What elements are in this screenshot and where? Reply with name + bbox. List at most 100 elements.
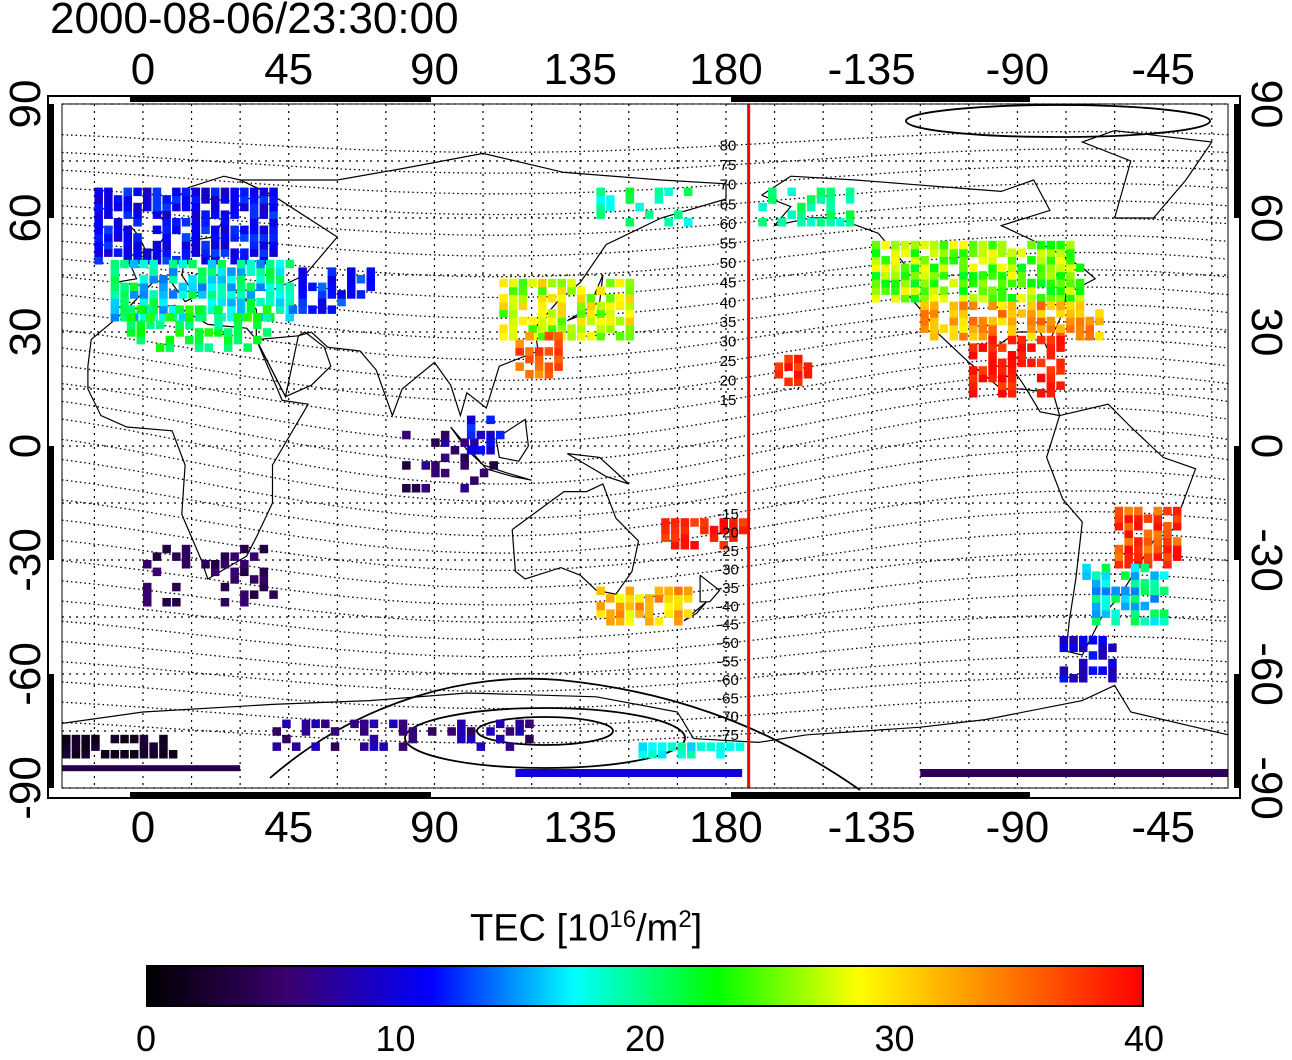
- tec-cell: [586, 309, 596, 318]
- tec-cell: [181, 218, 191, 227]
- tec-cell: [797, 210, 806, 219]
- tec-cell: [959, 256, 968, 265]
- tec-cell: [891, 256, 900, 265]
- tec-cell: [211, 560, 220, 569]
- tec-cell: [486, 415, 495, 425]
- tec-cell: [518, 286, 528, 295]
- tec-cell: [625, 218, 635, 227]
- mlat-label: 55: [720, 235, 737, 252]
- tec-cell: [881, 278, 890, 288]
- tec-cell: [94, 218, 103, 227]
- tec-cell: [978, 366, 988, 375]
- tec-cell: [94, 225, 103, 235]
- tec-cell: [518, 316, 528, 326]
- tec-cell: [259, 575, 269, 584]
- tec-cell: [648, 750, 657, 759]
- tec-cell: [1046, 248, 1056, 257]
- tec-cell: [249, 552, 259, 561]
- tec-cell: [330, 742, 340, 751]
- tec-cell: [1134, 544, 1143, 554]
- tec-cell: [658, 750, 667, 759]
- tec-cell: [920, 324, 929, 333]
- tec-cell: [1172, 537, 1182, 546]
- tec-cell: [1046, 271, 1056, 280]
- tec-cell: [625, 294, 635, 303]
- tec-cell: [1153, 529, 1162, 539]
- tec-cell: [220, 552, 230, 561]
- tec-cell: [667, 742, 677, 751]
- tec-cell: [246, 290, 256, 299]
- tec-cell: [236, 305, 246, 314]
- tec-cell: [152, 202, 162, 212]
- tec-cell: [311, 742, 320, 751]
- tec-cell: [1075, 332, 1085, 341]
- tec-cell: [654, 586, 664, 596]
- tec-cell: [690, 518, 699, 527]
- tec-cell: [1143, 537, 1153, 546]
- tec-cell: [113, 233, 123, 242]
- tec-cell: [275, 267, 285, 276]
- tec-cell: [680, 533, 690, 542]
- tec-cell: [1017, 278, 1026, 288]
- tec-cell: [1134, 514, 1143, 523]
- mlat-label: 75: [720, 157, 737, 174]
- mlat-contour: [61, 448, 1229, 520]
- tec-cell: [615, 278, 625, 288]
- tec-cell: [1160, 609, 1169, 618]
- tec-cell: [1046, 373, 1056, 383]
- tec-cell: [554, 362, 563, 371]
- tec-cell: [149, 750, 158, 759]
- tec-cell: [968, 240, 978, 250]
- tec-cell: [670, 533, 680, 542]
- tec-cell: [1036, 316, 1046, 326]
- tec-cell: [130, 259, 139, 269]
- tec-cell: [1007, 335, 1017, 345]
- tec-cell: [256, 275, 265, 284]
- tec-cell: [959, 248, 968, 257]
- right-lat-label: -90: [1242, 756, 1291, 820]
- tec-cell: [1066, 248, 1075, 257]
- top-lon-label: -135: [828, 45, 916, 94]
- tec-cell: [113, 218, 123, 227]
- tec-cell: [398, 742, 408, 751]
- tec-cell: [1036, 309, 1046, 318]
- tec-cell: [269, 248, 278, 257]
- tec-cell: [544, 332, 554, 341]
- tec-cell: [871, 263, 881, 273]
- tec-cell: [133, 187, 142, 197]
- tec-cell: [1017, 248, 1026, 257]
- tec-cell: [910, 256, 920, 265]
- tec-cell: [1153, 514, 1162, 523]
- tec-cell: [1007, 316, 1017, 326]
- tec-cell: [1056, 256, 1065, 265]
- tec-cell: [104, 225, 113, 235]
- tec-cell: [615, 294, 625, 303]
- tec-cell: [499, 301, 508, 311]
- tec-cell: [198, 290, 207, 299]
- tec-cell: [136, 335, 145, 345]
- tec-cell: [1046, 263, 1056, 273]
- tec-cell: [1172, 522, 1182, 531]
- tec-cell: [596, 187, 605, 197]
- tec-cell: [949, 301, 958, 311]
- tec-cell: [162, 225, 171, 235]
- tec-cell: [664, 218, 673, 227]
- tec-cell: [1124, 537, 1133, 546]
- tec-cell: [207, 305, 217, 314]
- tec-cell: [172, 552, 181, 561]
- tec-cell: [143, 202, 152, 212]
- tec-cell: [223, 328, 233, 337]
- tec-cell: [311, 719, 320, 729]
- tec-cell: [113, 195, 123, 204]
- tec-cell: [308, 305, 317, 314]
- tec-cell: [509, 309, 518, 318]
- tec-cell: [577, 294, 586, 303]
- tec-cell: [155, 343, 165, 352]
- tec-cell: [133, 210, 142, 219]
- left-lat-label: 0: [1, 434, 50, 458]
- tec-cell: [670, 518, 680, 527]
- tec-cell: [275, 297, 285, 307]
- tec-cell: [1056, 248, 1065, 257]
- tec-cell: [1007, 294, 1017, 303]
- tec-cell: [998, 271, 1007, 280]
